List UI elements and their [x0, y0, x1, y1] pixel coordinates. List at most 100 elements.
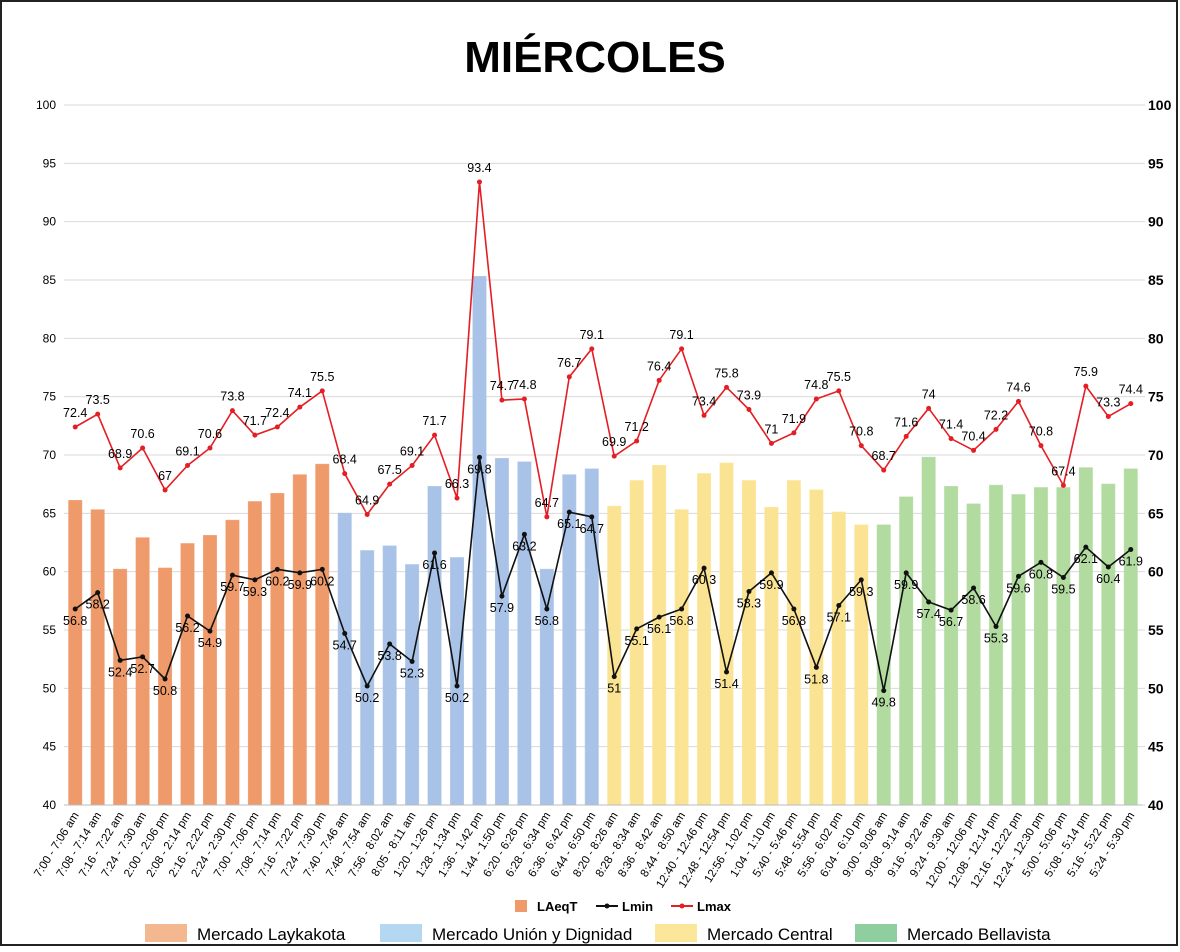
data-label: 73.4	[692, 394, 716, 408]
data-label: 72.4	[265, 406, 289, 420]
data-label: 75.5	[310, 370, 334, 384]
point	[319, 388, 325, 394]
data-label: 73.3	[1096, 396, 1120, 410]
bar	[539, 568, 554, 806]
bar	[607, 505, 622, 806]
data-label: 64.7	[580, 522, 604, 536]
data-label: 50.8	[153, 684, 177, 698]
y2-tick-label: 55	[1148, 622, 1164, 638]
data-label: 60.2	[310, 574, 334, 588]
point	[858, 443, 864, 449]
point	[589, 514, 595, 520]
data-label: 70.6	[198, 427, 222, 441]
y-tick-label: 55	[43, 623, 57, 637]
data-label: 76.4	[647, 359, 671, 373]
point	[858, 577, 864, 583]
y2-tick-label: 70	[1148, 447, 1164, 463]
bar	[831, 511, 846, 806]
data-label: 58.6	[961, 593, 985, 607]
point	[117, 465, 123, 471]
legend-swatch	[679, 903, 685, 909]
data-label: 67.4	[1051, 464, 1075, 478]
data-label: 56.2	[175, 621, 199, 635]
data-label: 55.3	[984, 632, 1008, 646]
y2-tick-label: 50	[1148, 680, 1164, 696]
data-label: 64.9	[355, 494, 379, 508]
y2-tick-label: 45	[1148, 739, 1164, 755]
point	[634, 438, 640, 444]
point	[140, 654, 146, 660]
bar	[786, 480, 801, 806]
point	[521, 531, 527, 537]
data-label: 59.9	[288, 578, 312, 592]
point	[791, 430, 797, 436]
point	[409, 659, 415, 664]
point	[72, 424, 78, 430]
data-label: 59.3	[243, 585, 267, 599]
data-label: 74.7	[490, 379, 514, 393]
point	[72, 606, 78, 612]
y2-tick-label: 80	[1148, 330, 1164, 346]
legend-label: Mercado Central	[707, 925, 833, 944]
legend-label: Mercado Laykakota	[197, 925, 346, 944]
legend-swatch	[380, 924, 422, 942]
bar	[854, 524, 869, 806]
point	[656, 377, 662, 383]
bar	[472, 276, 487, 806]
bar	[899, 496, 914, 806]
point	[476, 179, 482, 185]
data-label: 60.8	[1029, 567, 1053, 581]
point	[1128, 401, 1134, 407]
point	[1038, 443, 1044, 449]
y2-tick-label: 75	[1148, 389, 1164, 405]
bar	[427, 486, 442, 806]
point	[432, 550, 438, 556]
bar	[944, 486, 959, 806]
point	[207, 445, 213, 451]
point	[1015, 573, 1021, 579]
data-label: 58.3	[737, 597, 761, 611]
data-label: 74.8	[804, 378, 828, 392]
point	[185, 463, 191, 468]
bar	[1078, 467, 1093, 806]
point	[252, 432, 258, 438]
legend-label: Lmax	[697, 899, 732, 914]
y-tick-label: 50	[43, 681, 57, 695]
point	[971, 447, 977, 453]
point	[95, 590, 101, 596]
bar	[405, 564, 420, 806]
bar	[337, 512, 352, 806]
point	[791, 606, 797, 612]
bar	[1123, 468, 1138, 806]
point	[948, 436, 954, 442]
bar	[382, 545, 397, 806]
data-label: 74.1	[288, 386, 312, 400]
point	[634, 626, 640, 632]
point	[926, 405, 932, 411]
point	[117, 657, 123, 663]
data-label: 51.8	[804, 672, 828, 686]
bar	[225, 519, 240, 806]
data-label: 50.2	[355, 691, 379, 705]
point	[162, 676, 168, 682]
point	[274, 566, 280, 572]
point	[656, 614, 662, 620]
data-label: 71.2	[625, 420, 649, 434]
bar	[270, 493, 285, 806]
point	[454, 683, 460, 689]
data-label: 70.8	[849, 425, 873, 439]
data-label: 70.6	[130, 427, 154, 441]
point	[1060, 482, 1066, 488]
bar	[764, 507, 779, 806]
y2-tick-label: 85	[1148, 272, 1164, 288]
data-label: 68.4	[333, 453, 357, 467]
y-tick-label: 70	[43, 448, 57, 462]
data-label: 71.7	[243, 414, 267, 428]
data-label: 59.5	[1051, 583, 1075, 597]
point	[1038, 559, 1044, 565]
data-label: 57.1	[827, 611, 851, 625]
data-label: 58.2	[86, 598, 110, 612]
point	[746, 589, 752, 594]
data-label: 65.1	[557, 517, 581, 531]
